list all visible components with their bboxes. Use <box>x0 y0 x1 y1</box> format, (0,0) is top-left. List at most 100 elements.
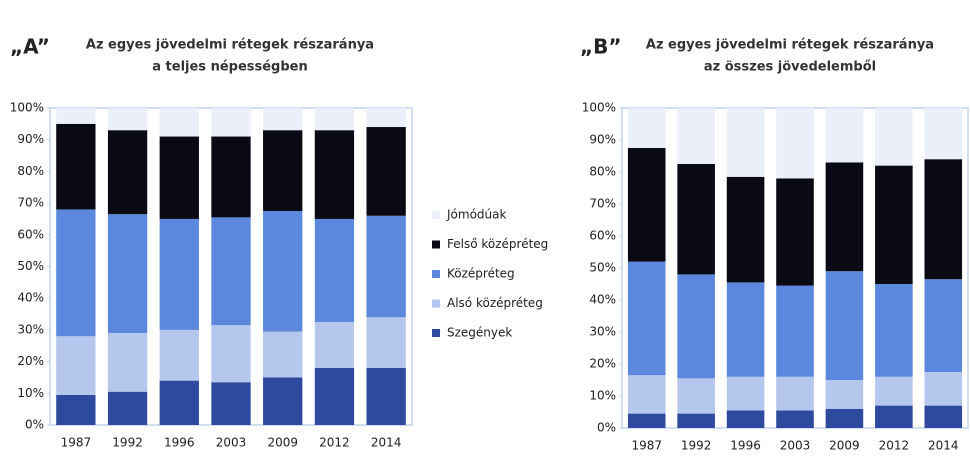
bar-segment <box>825 380 864 409</box>
bar-segment <box>314 218 355 322</box>
bar-segment <box>263 211 303 332</box>
y-tick-label: 50% <box>589 261 616 275</box>
bar-segment <box>627 375 666 414</box>
bar-segment <box>56 394 96 425</box>
x-tick-label: 1992 <box>681 439 712 453</box>
bar-segment <box>107 130 148 215</box>
y-tick-label: 10% <box>17 386 44 400</box>
bar-segment <box>263 331 303 378</box>
x-tick-label: 2003 <box>216 436 247 450</box>
bar-segment <box>627 261 666 376</box>
bar-segment <box>875 376 913 406</box>
x-tick-label: 2014 <box>371 436 402 450</box>
chart-title: az összes jövedelemből <box>704 60 876 75</box>
bar-segment <box>56 336 96 395</box>
bar-segment <box>159 136 199 219</box>
y-tick-label: 90% <box>589 133 616 147</box>
bar-segment <box>56 209 96 337</box>
y-tick-label: 0% <box>25 418 44 432</box>
chart-title: Az egyes jövedelmi rétegek részaránya <box>86 38 374 53</box>
bar-segment <box>211 108 251 137</box>
y-tick-label: 90% <box>17 132 44 146</box>
y-tick-label: 30% <box>589 325 616 339</box>
chart-label: „B” <box>580 35 622 59</box>
bar-segment <box>677 164 715 275</box>
bar-segment <box>56 108 96 124</box>
legend-swatch <box>432 329 440 337</box>
legend-label: Jómódúak <box>446 208 506 222</box>
bar-segment <box>924 405 963 428</box>
bar-segment <box>776 285 814 377</box>
bar-segment <box>627 108 666 148</box>
x-tick-label: 1987 <box>631 439 662 453</box>
bar-segment <box>825 108 864 163</box>
bar-segment <box>314 321 355 368</box>
bar-segment <box>107 214 148 334</box>
bar-segment <box>825 408 864 428</box>
y-tick-label: 70% <box>589 197 616 211</box>
x-tick-label: 2009 <box>267 436 298 450</box>
bar-segment <box>726 282 765 377</box>
bar-segment <box>677 378 715 414</box>
bar-segment <box>825 162 864 272</box>
bar-segment <box>56 123 96 210</box>
bar-segment <box>875 405 913 428</box>
y-tick-label: 50% <box>17 259 44 273</box>
bar-segment <box>677 413 715 428</box>
legend-swatch <box>432 270 440 278</box>
y-tick-label: 20% <box>17 354 44 368</box>
bar-segment <box>159 380 199 425</box>
y-tick-label: 80% <box>589 165 616 179</box>
bar-segment <box>627 413 666 428</box>
bar-segment <box>263 130 303 212</box>
x-tick-label: 2012 <box>319 436 350 450</box>
bar-segment <box>875 284 913 377</box>
legend-label: Felső középréteg <box>447 237 548 251</box>
y-tick-label: 40% <box>17 291 44 305</box>
bar-segment <box>924 108 963 160</box>
bar-segment <box>726 176 765 283</box>
x-tick-label: 1996 <box>730 439 761 453</box>
bar-segment <box>875 165 913 284</box>
bar-segment <box>211 217 251 326</box>
chart-title: Az egyes jövedelmi rétegek részaránya <box>646 38 934 53</box>
bar-segment <box>211 382 251 425</box>
bar-segment <box>366 367 406 425</box>
legend-swatch <box>432 299 440 308</box>
bar-segment <box>776 178 814 286</box>
y-tick-label: 10% <box>589 389 616 403</box>
bar-segment <box>107 108 148 131</box>
bar-segment <box>366 317 406 368</box>
bar-segment <box>776 410 814 428</box>
legend-label: Alsó középréteg <box>447 296 543 310</box>
bar-segment <box>211 136 251 218</box>
bar-segment <box>263 377 303 425</box>
y-tick-label: 70% <box>17 196 44 210</box>
bar-segment <box>776 376 814 411</box>
legend-swatch <box>432 211 440 219</box>
chart-label: „A” <box>10 35 50 59</box>
bar-segment <box>366 108 406 128</box>
chart-title: a teljes népességben <box>152 60 308 75</box>
x-tick-label: 2012 <box>879 439 910 453</box>
bar-segment <box>263 108 303 131</box>
bar-segment <box>627 148 666 262</box>
x-tick-label: 2009 <box>829 439 860 453</box>
y-tick-label: 60% <box>589 229 616 243</box>
bar-segment <box>924 372 963 406</box>
bar-segment <box>159 329 199 381</box>
bar-segment <box>776 108 814 179</box>
bar-segment <box>314 130 355 219</box>
y-tick-label: 20% <box>589 357 616 371</box>
bar-segment <box>159 108 199 137</box>
bar-segment <box>107 333 148 392</box>
legend-swatch <box>432 240 440 249</box>
y-tick-label: 100% <box>582 101 616 115</box>
bar-segment <box>366 127 406 216</box>
bar-segment <box>314 367 355 425</box>
bar-segment <box>314 108 355 131</box>
y-tick-label: 80% <box>17 164 44 178</box>
bar-segment <box>726 376 765 411</box>
